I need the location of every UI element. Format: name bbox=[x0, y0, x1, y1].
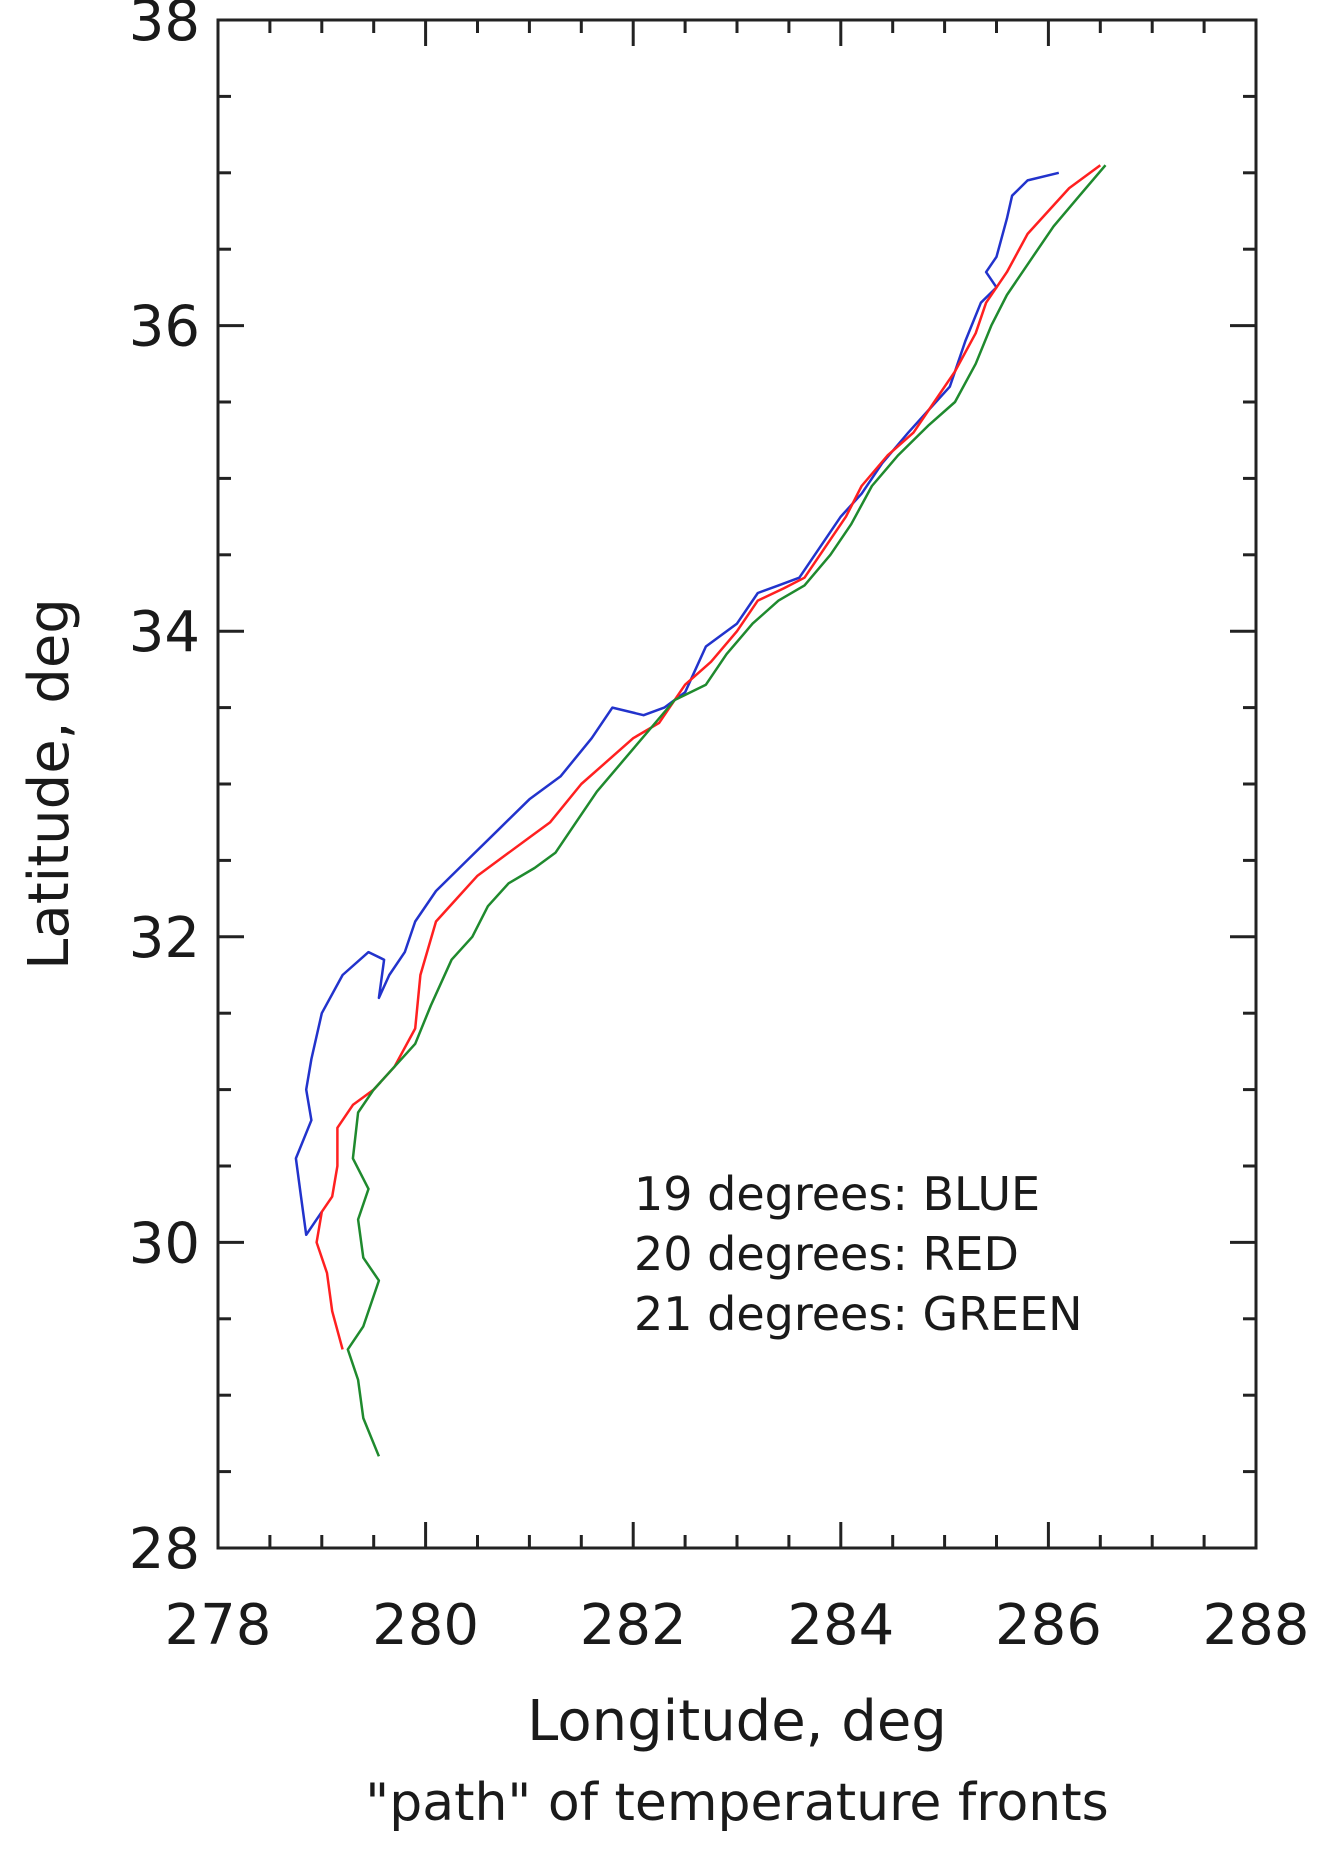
x-axis-label: Longitude, deg bbox=[527, 1689, 947, 1754]
x-tick-label: 278 bbox=[165, 1593, 272, 1658]
front-20-degrees-line bbox=[315, 164, 1102, 1350]
legend-entry-green: 21 degrees: GREEN bbox=[634, 1287, 1083, 1341]
series-lines bbox=[294, 164, 1107, 1457]
front-21-degrees-line bbox=[346, 164, 1107, 1457]
legend: 19 degrees: BLUE 20 degrees: RED 21 degr… bbox=[634, 1167, 1083, 1341]
y-axis-label: Latitude, deg bbox=[17, 598, 82, 970]
x-tick-label: 280 bbox=[372, 1593, 479, 1658]
chart-caption: "path" of temperature fronts bbox=[365, 1773, 1108, 1833]
y-tick-label: 34 bbox=[129, 600, 200, 665]
ticks: 278 280 282 284 286 288 28 30 32 34 36 38 bbox=[129, 0, 1310, 1658]
y-tick-label: 38 bbox=[129, 0, 200, 54]
y-tick-label: 36 bbox=[129, 295, 200, 360]
x-tick-label: 284 bbox=[787, 1593, 894, 1658]
y-tick-label: 30 bbox=[129, 1211, 200, 1276]
plot-frame bbox=[216, 18, 1258, 1550]
front-19-degrees-line bbox=[294, 171, 1060, 1237]
legend-entry-red: 20 degrees: RED bbox=[634, 1227, 1019, 1281]
x-tick-label: 286 bbox=[995, 1593, 1102, 1658]
x-tick-label: 288 bbox=[1203, 1593, 1310, 1658]
y-tick-label: 28 bbox=[129, 1517, 200, 1582]
y-tick-label: 32 bbox=[129, 906, 200, 971]
legend-entry-blue: 19 degrees: BLUE bbox=[634, 1167, 1040, 1221]
x-tick-label: 282 bbox=[580, 1593, 687, 1658]
